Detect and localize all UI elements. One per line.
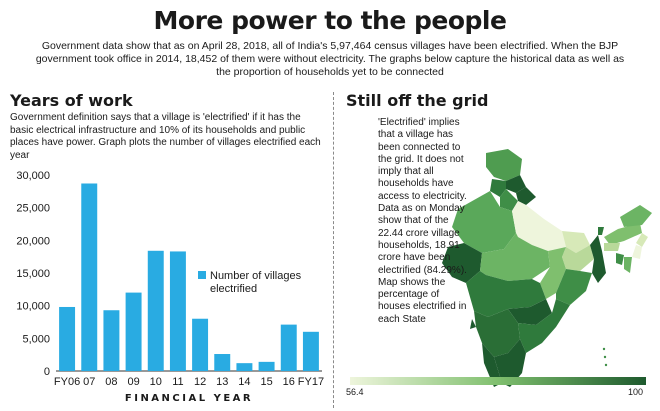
bar-FY17 (302, 331, 319, 371)
still-off-grid-panel: Still off the grid 'Electrified' implies… (336, 87, 660, 411)
map-region-assam (604, 223, 642, 245)
still-off-grid-description: 'Electrified' implies that a village has… (378, 117, 467, 325)
map-region-rajasthan (452, 191, 516, 253)
bar-07 (81, 183, 98, 371)
bar-14 (236, 363, 253, 371)
y-tick-label: 5,000 (22, 333, 50, 345)
map-region-arunachal (620, 205, 652, 227)
x-tick-label: 08 (105, 376, 117, 388)
map-region-goa (470, 319, 476, 329)
intro-text: Government data show that as on April 28… (35, 40, 625, 78)
map-region-tripura (616, 253, 624, 265)
y-tick-label: 15,000 (16, 268, 50, 280)
panel-divider (333, 92, 334, 408)
map-region-chhattisgarh (540, 247, 566, 299)
map-region-tn (494, 339, 526, 387)
map-region-telangana (508, 299, 552, 325)
india-state-map (336, 87, 660, 411)
map-region-nagaland (636, 233, 648, 247)
map-island-3 (604, 363, 608, 367)
bar-chart: 0 5,000 10,000 15,000 20,000 25,000 30,000 FY06… (16, 170, 324, 404)
map-region-karnataka (474, 309, 520, 357)
map-region-hp (506, 175, 526, 193)
map-island-1 (602, 347, 606, 351)
y-tick-label: 30,000 (16, 170, 50, 182)
bar-15 (258, 361, 275, 371)
x-axis-label: FINANCIAL YEAR (125, 393, 253, 404)
map-region-haryana (500, 189, 518, 211)
map-region-ap (518, 299, 570, 353)
x-tick-label: 10 (150, 376, 162, 388)
map-region-wb (590, 235, 606, 283)
map-island-2 (603, 355, 607, 359)
y-tick-label: 0 (44, 366, 50, 378)
legend-label: electrified (210, 283, 257, 295)
still-off-grid-title: Still off the grid (346, 91, 489, 110)
map-region-punjab (490, 179, 506, 197)
map-region-manipur (632, 245, 642, 259)
x-tick-label: FY06 (54, 376, 80, 388)
legend-label: Number of villages (210, 270, 302, 282)
bar-FY06 (59, 306, 76, 371)
y-tick-label: 20,000 (16, 235, 50, 247)
x-tick-label: 11 (172, 376, 183, 388)
years-of-work-panel: 0 5,000 10,000 15,000 20,000 25,000 30,000 FY06… (0, 87, 332, 411)
bar-11 (169, 251, 186, 371)
map-region-mizoram (624, 257, 632, 273)
map-region-mp (480, 233, 550, 281)
scale-min-label: 56.4 (346, 387, 364, 397)
scale-max-label: 100 (628, 387, 644, 397)
bar-09 (125, 292, 142, 371)
bar-12 (192, 318, 209, 371)
x-tick-label: 16 (283, 376, 295, 388)
x-tick-label: FY17 (298, 376, 324, 388)
map-region-jharkhand (562, 245, 594, 271)
map-region-maharashtra (466, 271, 546, 317)
legend-swatch (198, 271, 206, 279)
x-tick-label: 15 (260, 376, 272, 388)
x-tick-label: 13 (216, 376, 228, 388)
map-region-meghalaya (604, 243, 620, 251)
bar-13 (214, 354, 231, 371)
x-tick-label: 09 (127, 376, 139, 388)
y-tick-label: 10,000 (16, 301, 50, 313)
map-region-uk (516, 187, 536, 205)
page-title: More power to the people (153, 6, 507, 35)
map-region-jk (486, 149, 522, 181)
years-of-work-title: Years of work (10, 91, 133, 110)
x-tick-label: 14 (238, 376, 250, 388)
color-scale-bar (350, 377, 646, 385)
bar-08 (103, 310, 120, 371)
y-tick-label: 25,000 (16, 203, 50, 215)
map-region-bihar (562, 231, 590, 253)
years-of-work-description: Government definition says that a villag… (10, 112, 321, 161)
bar-16 (280, 324, 297, 371)
map-region-gujarat (442, 243, 482, 283)
map-region-sikkim (598, 227, 604, 235)
map-region-odisha (556, 269, 592, 305)
map-region-up (512, 201, 566, 251)
x-tick-label: 12 (194, 376, 206, 388)
map-region-kerala (482, 343, 502, 387)
bar-10 (147, 250, 164, 371)
x-tick-label: 07 (83, 376, 95, 388)
